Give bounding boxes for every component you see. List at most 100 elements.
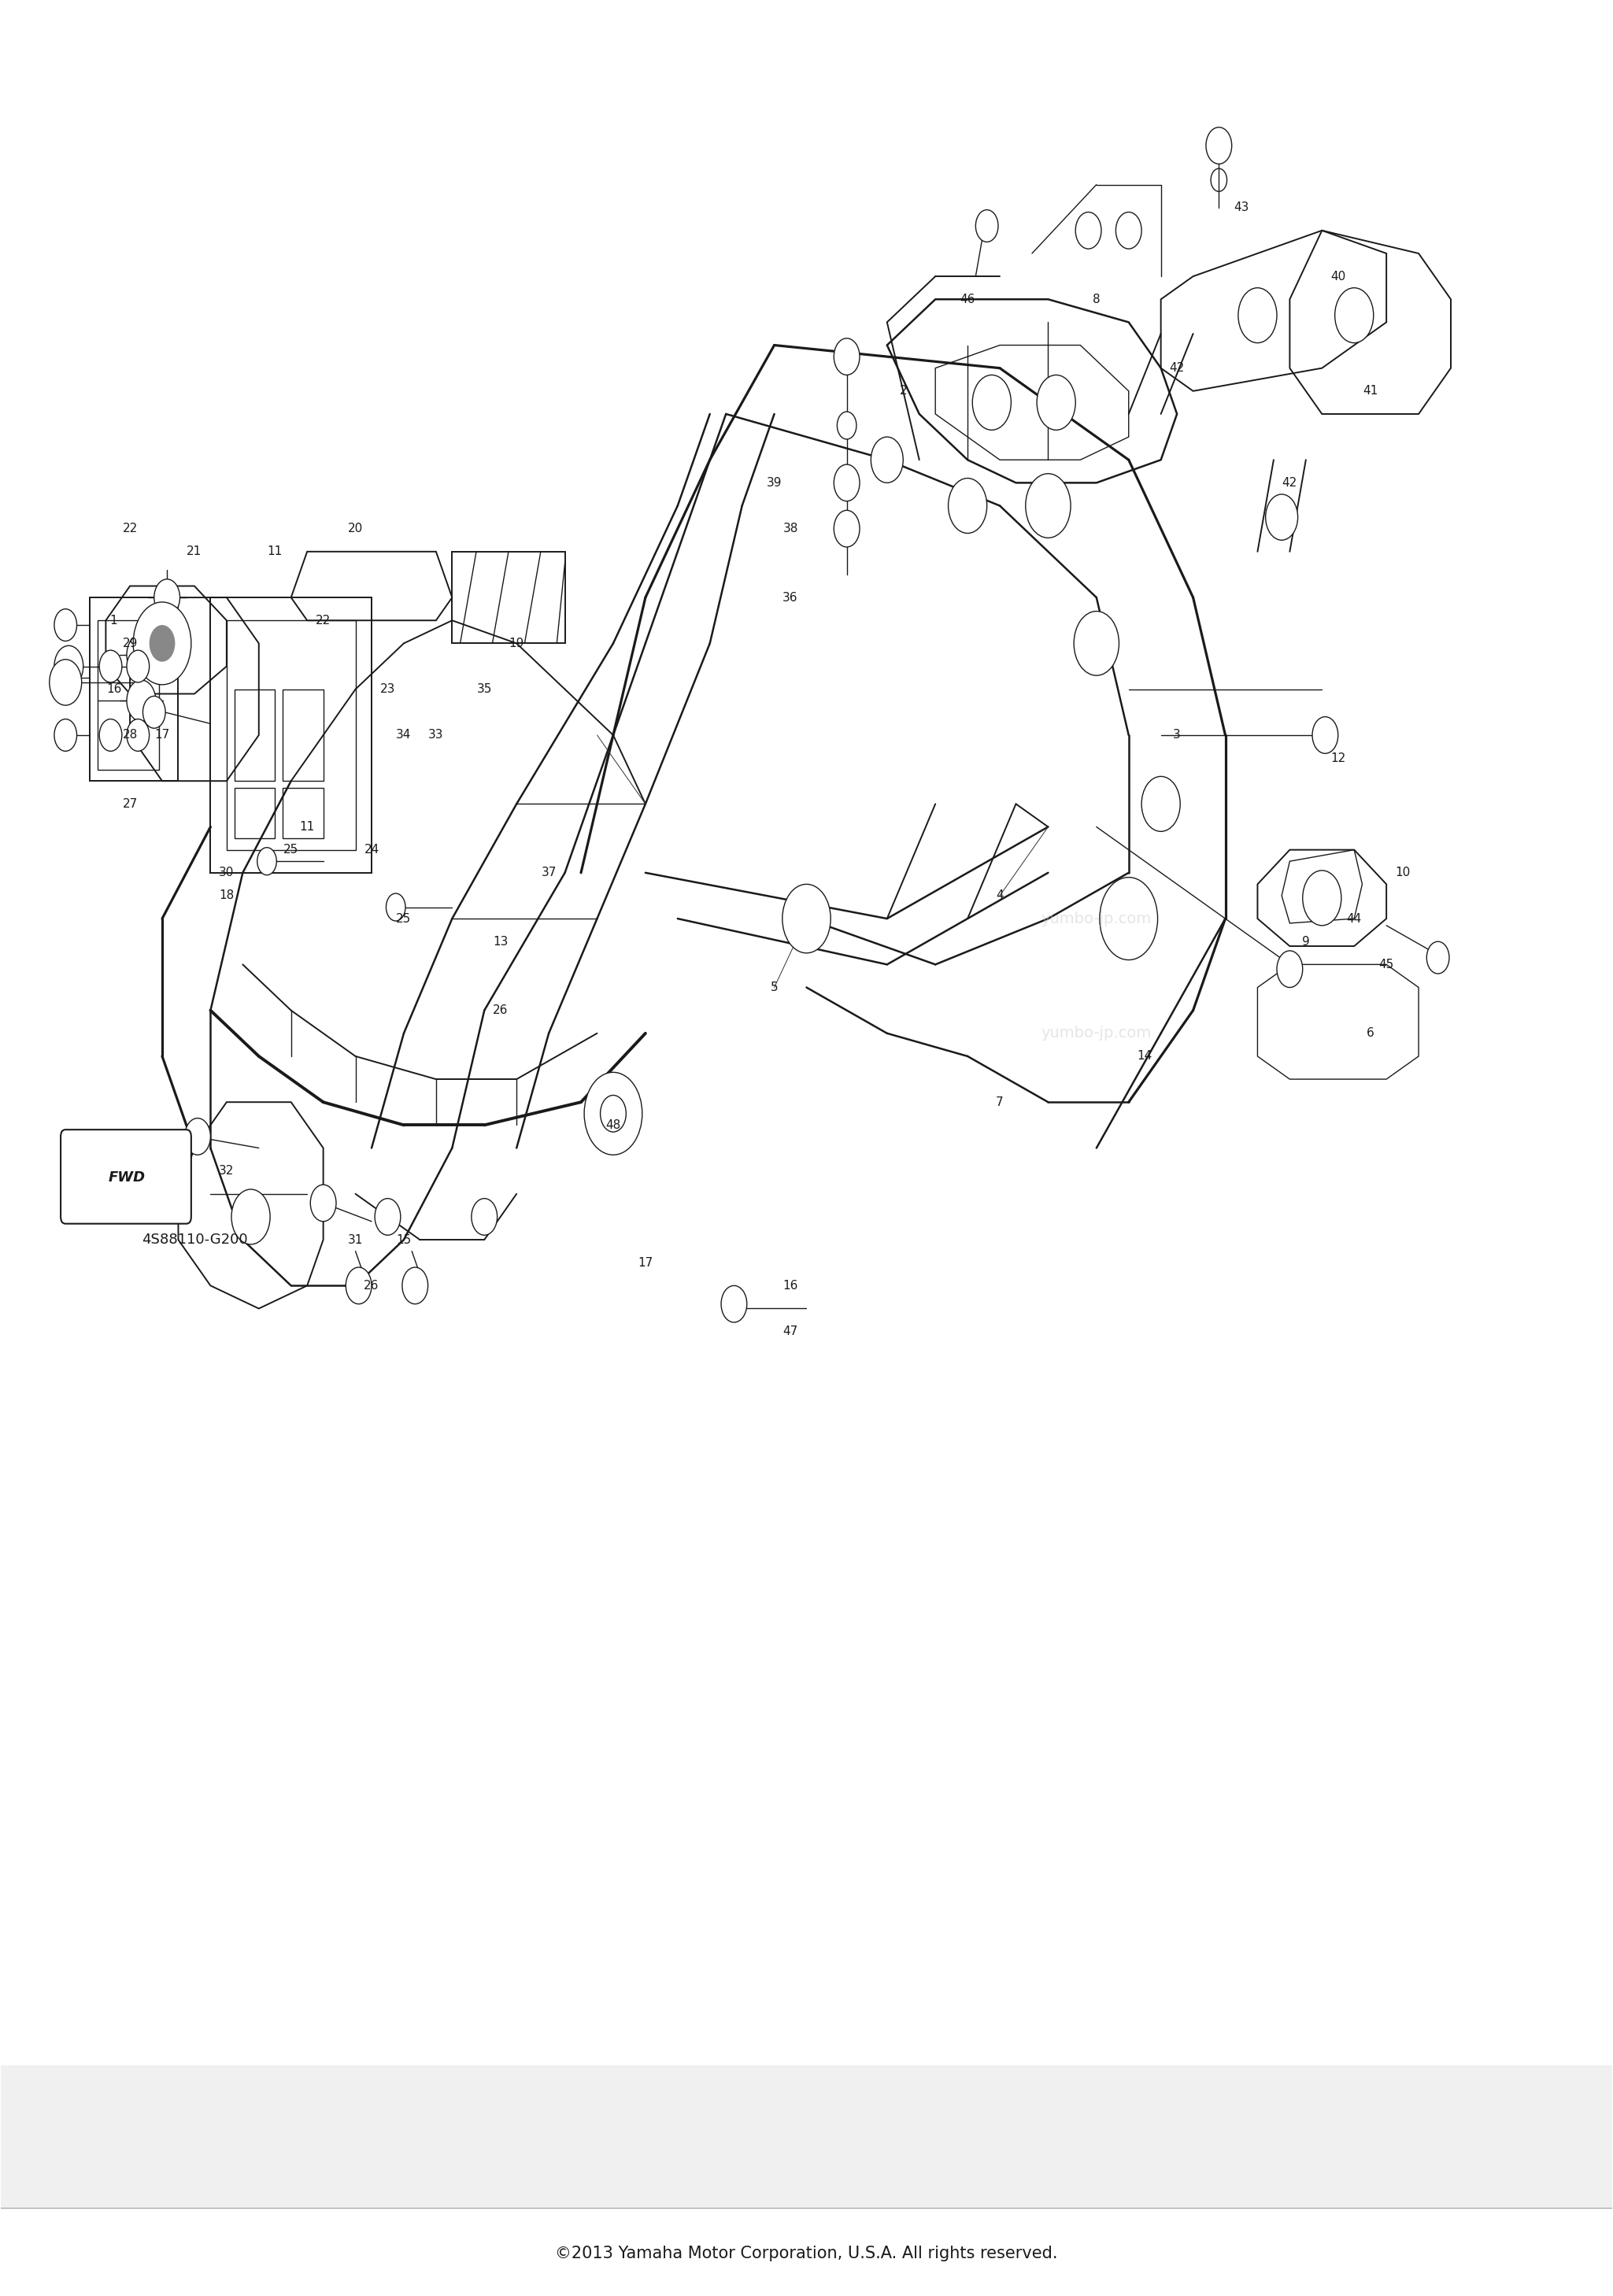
Text: 11: 11 — [300, 822, 315, 833]
Circle shape — [1076, 211, 1102, 248]
Circle shape — [150, 625, 176, 661]
Text: 18: 18 — [219, 891, 234, 902]
Circle shape — [55, 719, 77, 751]
Bar — [90, 597, 179, 781]
Circle shape — [1100, 877, 1158, 960]
Text: 25: 25 — [284, 845, 298, 856]
Bar — [282, 788, 323, 838]
Circle shape — [127, 680, 156, 721]
Circle shape — [1207, 126, 1232, 163]
Text: 30: 30 — [219, 868, 234, 879]
Text: 36: 36 — [782, 592, 798, 604]
Text: 21: 21 — [187, 546, 202, 558]
Text: 22: 22 — [123, 523, 137, 535]
Text: 26: 26 — [365, 1279, 379, 1293]
Circle shape — [185, 1118, 211, 1155]
Text: 3: 3 — [1173, 730, 1181, 742]
Circle shape — [386, 893, 405, 921]
Circle shape — [834, 338, 860, 374]
Text: 23: 23 — [381, 684, 395, 696]
Text: 19: 19 — [510, 638, 524, 650]
Bar — [282, 689, 323, 781]
Text: 47: 47 — [782, 1325, 798, 1336]
Circle shape — [1277, 951, 1303, 987]
Circle shape — [973, 374, 1011, 429]
Text: 32: 32 — [219, 1164, 234, 1178]
Text: 4: 4 — [995, 891, 1003, 902]
Circle shape — [834, 464, 860, 501]
Circle shape — [100, 719, 123, 751]
Text: 11: 11 — [268, 546, 282, 558]
Text: 16: 16 — [106, 684, 121, 696]
Circle shape — [1037, 374, 1076, 429]
Circle shape — [100, 650, 123, 682]
Text: 17: 17 — [155, 730, 169, 742]
Circle shape — [871, 436, 903, 482]
Text: 44: 44 — [1347, 914, 1361, 925]
Circle shape — [834, 510, 860, 546]
Text: 2: 2 — [900, 386, 907, 397]
Bar — [2, 2066, 1611, 2209]
Text: 7: 7 — [995, 1095, 1003, 1109]
Circle shape — [584, 1072, 642, 1155]
Bar — [226, 620, 355, 850]
Circle shape — [231, 1189, 269, 1244]
Text: yumbo-jp.com: yumbo-jp.com — [1042, 912, 1152, 925]
Text: 42: 42 — [1282, 478, 1297, 489]
Circle shape — [50, 659, 82, 705]
Text: FWD: FWD — [108, 1171, 145, 1185]
Circle shape — [837, 411, 857, 439]
Text: 43: 43 — [1234, 202, 1248, 214]
Circle shape — [1142, 776, 1181, 831]
Text: 38: 38 — [782, 523, 798, 535]
Circle shape — [1026, 473, 1071, 537]
Circle shape — [55, 645, 84, 687]
Bar — [234, 788, 274, 838]
Text: 31: 31 — [348, 1233, 363, 1247]
Text: 42: 42 — [1169, 363, 1184, 374]
Circle shape — [55, 608, 77, 641]
Bar — [98, 620, 160, 769]
Text: 16: 16 — [782, 1279, 798, 1293]
Text: 39: 39 — [766, 478, 782, 489]
Bar — [452, 551, 565, 643]
Text: 10: 10 — [1395, 868, 1410, 879]
Text: 8: 8 — [1092, 294, 1100, 305]
Text: 29: 29 — [123, 638, 137, 650]
Circle shape — [127, 719, 150, 751]
Text: 41: 41 — [1363, 386, 1378, 397]
Circle shape — [127, 650, 150, 682]
Bar — [211, 597, 371, 872]
Circle shape — [721, 1286, 747, 1322]
Text: 35: 35 — [477, 684, 492, 696]
Text: 12: 12 — [1331, 753, 1345, 765]
Circle shape — [345, 1267, 371, 1304]
Circle shape — [256, 847, 276, 875]
Text: 4S88110-G200: 4S88110-G200 — [142, 1233, 247, 1247]
Text: 46: 46 — [960, 294, 976, 305]
Circle shape — [1336, 287, 1374, 342]
FancyBboxPatch shape — [61, 1130, 192, 1224]
Text: 34: 34 — [397, 730, 411, 742]
Circle shape — [1266, 494, 1298, 540]
Circle shape — [374, 1199, 400, 1235]
Circle shape — [948, 478, 987, 533]
Text: yumbo-jp.com: yumbo-jp.com — [1042, 1026, 1152, 1040]
Text: 14: 14 — [1137, 1049, 1152, 1063]
Circle shape — [310, 1185, 336, 1221]
Text: 26: 26 — [494, 1003, 508, 1017]
Text: 48: 48 — [605, 1118, 621, 1132]
Text: 28: 28 — [123, 730, 137, 742]
Text: 40: 40 — [1331, 271, 1345, 282]
Circle shape — [1313, 716, 1339, 753]
Text: 33: 33 — [429, 730, 444, 742]
Circle shape — [1303, 870, 1342, 925]
Circle shape — [1116, 211, 1142, 248]
Text: 13: 13 — [494, 937, 508, 948]
Circle shape — [471, 1199, 497, 1235]
Bar — [234, 689, 274, 781]
Text: 9: 9 — [1302, 937, 1310, 948]
Circle shape — [1239, 287, 1277, 342]
Text: 6: 6 — [1366, 1026, 1374, 1040]
Circle shape — [1074, 611, 1119, 675]
